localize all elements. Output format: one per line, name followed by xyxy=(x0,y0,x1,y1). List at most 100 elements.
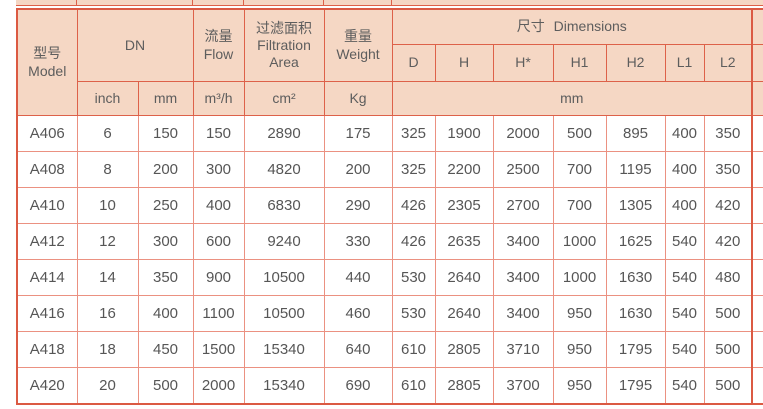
cell-value: 400 xyxy=(192,187,245,224)
weight-label-en: Weight xyxy=(336,45,380,62)
cropped-cell xyxy=(751,331,763,368)
cell-value: 9240 xyxy=(243,223,325,260)
cell-value: 12 xyxy=(76,223,139,260)
cell-value: 10500 xyxy=(243,295,325,332)
cell-value: 300 xyxy=(137,223,194,260)
unit-weight: Kg xyxy=(323,81,393,116)
cell-value: 2500 xyxy=(492,151,554,188)
cell-value: 330 xyxy=(323,223,393,260)
table-row: A410 10 250 400 6830 290 426 2305 2700 700 1305 400… xyxy=(16,187,763,224)
cropped-cell xyxy=(751,115,763,152)
col-header-dimensions: 尺寸 Dimensions xyxy=(391,8,753,45)
cell-value: 480 xyxy=(703,259,753,296)
cell-value: 6830 xyxy=(243,187,325,224)
col-header-flow: 流量 Flow xyxy=(192,8,245,82)
model-label-en: Model xyxy=(28,62,67,79)
cell-value: 450 xyxy=(137,331,194,368)
table-body: A406 6 150 150 2890 175 325 1900 2000 500 895 400 35… xyxy=(16,115,763,405)
cell-value: 3700 xyxy=(492,367,554,405)
cell-value: 950 xyxy=(552,295,607,332)
cell-value: 300 xyxy=(192,151,245,188)
col-header-model: 型号 Model xyxy=(16,8,78,116)
col-header-weight: 重量 Weight xyxy=(323,8,393,82)
table-row: A420 20 500 2000 15340 690 610 2805 3700 950 1795 5… xyxy=(16,367,763,405)
cell-value: 500 xyxy=(703,295,753,332)
cell-model: A410 xyxy=(16,187,78,224)
cropped-row-above xyxy=(16,0,763,6)
cell-value: 500 xyxy=(552,115,607,152)
cell-value: 1625 xyxy=(605,223,666,260)
cell-value: 440 xyxy=(323,259,393,296)
cell-value: 150 xyxy=(192,115,245,152)
col-header-h1: H1 xyxy=(552,44,607,82)
cell-value: 400 xyxy=(137,295,194,332)
cell-value: 1795 xyxy=(605,331,666,368)
cropped-cell xyxy=(751,367,763,405)
cell-value: 200 xyxy=(323,151,393,188)
cell-value: 460 xyxy=(323,295,393,332)
cell-value: 1000 xyxy=(552,223,607,260)
unit-dimensions: mm xyxy=(391,81,753,116)
cell-value: 10 xyxy=(76,187,139,224)
cell-value: 426 xyxy=(391,223,436,260)
col-header-h-star: H* xyxy=(492,44,554,82)
cell-value: 950 xyxy=(552,331,607,368)
dimensions-label-zh: 尺寸 xyxy=(516,18,545,35)
cell-value: 1195 xyxy=(605,151,666,188)
cell-value: 420 xyxy=(703,187,753,224)
cell-value: 500 xyxy=(137,367,194,405)
unit-dn-inch: inch xyxy=(76,81,139,116)
cropped-cell xyxy=(751,187,763,224)
cell-value: 2635 xyxy=(434,223,494,260)
cell-value: 1100 xyxy=(192,295,245,332)
cell-value: 290 xyxy=(323,187,393,224)
cell-value: 3710 xyxy=(492,331,554,368)
cropped-header-cell xyxy=(751,44,763,82)
cell-value: 540 xyxy=(664,259,705,296)
cell-model: A416 xyxy=(16,295,78,332)
cropped-cell xyxy=(751,295,763,332)
cell-model: A420 xyxy=(16,367,78,405)
cell-value: 16 xyxy=(76,295,139,332)
cell-value: 3400 xyxy=(492,295,554,332)
col-header-l1: L1 xyxy=(664,44,705,82)
col-header-l2: L2 xyxy=(703,44,753,82)
cell-value: 2640 xyxy=(434,295,494,332)
cell-value: 400 xyxy=(664,151,705,188)
cell-value: 610 xyxy=(391,331,436,368)
cropped-cell xyxy=(751,151,763,188)
cell-value: 1630 xyxy=(605,295,666,332)
cell-value: 2700 xyxy=(492,187,554,224)
cell-value: 1000 xyxy=(552,259,607,296)
table-row: A408 8 200 300 4820 200 325 2200 2500 700 1195 400 3… xyxy=(16,151,763,188)
cell-value: 325 xyxy=(391,115,436,152)
cell-model: A406 xyxy=(16,115,78,152)
table-row: A412 12 300 600 9240 330 426 2635 3400 1000 1625 54… xyxy=(16,223,763,260)
cell-value: 1500 xyxy=(192,331,245,368)
cell-value: 600 xyxy=(192,223,245,260)
cell-value: 540 xyxy=(664,331,705,368)
cell-value: 2305 xyxy=(434,187,494,224)
flow-label-en: Flow xyxy=(203,45,234,62)
cell-value: 2805 xyxy=(434,331,494,368)
col-header-h2: H2 xyxy=(605,44,666,82)
cell-model: A414 xyxy=(16,259,78,296)
cell-value: 530 xyxy=(391,259,436,296)
unit-flow: m³/h xyxy=(192,81,245,116)
cell-value: 8 xyxy=(76,151,139,188)
cell-value: 2200 xyxy=(434,151,494,188)
cell-value: 690 xyxy=(323,367,393,405)
unit-dn-mm: mm xyxy=(137,81,194,116)
cell-value: 900 xyxy=(192,259,245,296)
weight-label-zh: 重量 xyxy=(344,28,373,45)
cell-value: 540 xyxy=(664,295,705,332)
cell-value: 1795 xyxy=(605,367,666,405)
table-row: A418 18 450 1500 15340 640 610 2805 3710 950 1795 5… xyxy=(16,331,763,368)
cell-value: 426 xyxy=(391,187,436,224)
cropped-header-cell xyxy=(751,81,763,116)
cell-value: 350 xyxy=(703,151,753,188)
cell-value: 640 xyxy=(323,331,393,368)
cell-value: 20 xyxy=(76,367,139,405)
cell-value: 18 xyxy=(76,331,139,368)
cell-value: 2640 xyxy=(434,259,494,296)
